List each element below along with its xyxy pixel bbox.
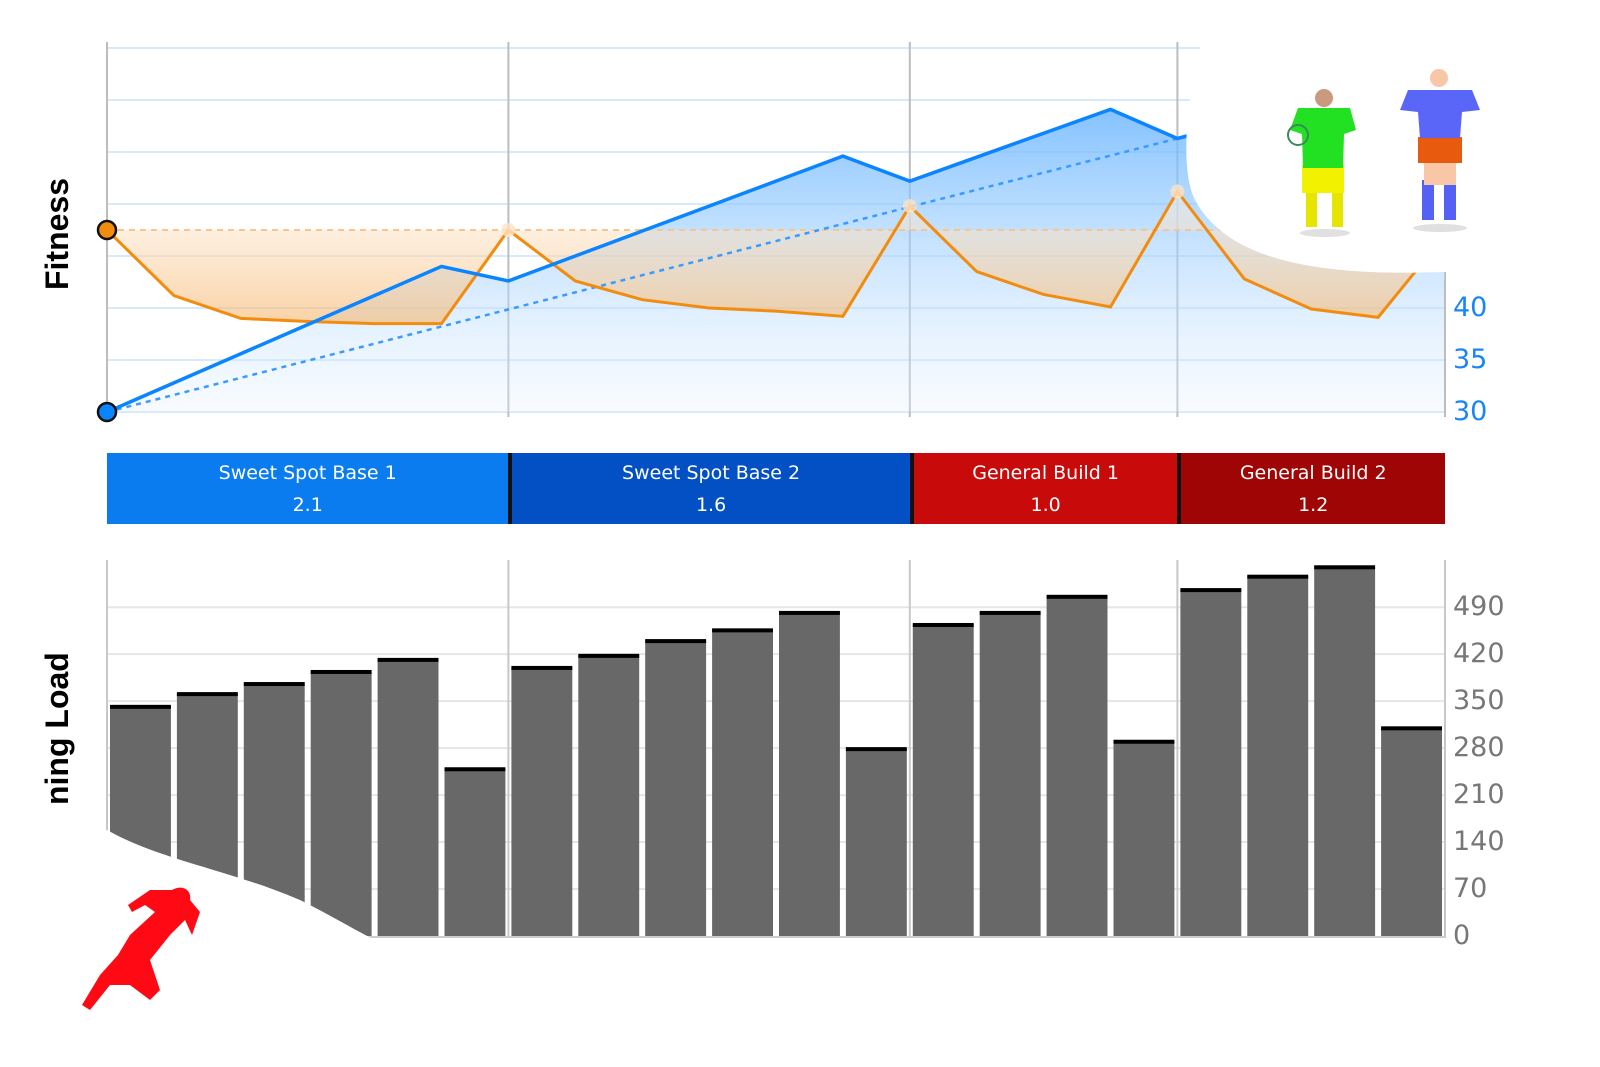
load-tick-label: 490 [1453, 591, 1505, 623]
form-point [501, 223, 516, 237]
fitness-tick-label: 40 [1453, 292, 1488, 323]
load-bar-cap [1314, 565, 1376, 570]
sock [1444, 180, 1456, 220]
load-tick-label: 210 [1453, 779, 1505, 811]
fitness-tick-label: 30 [1453, 396, 1488, 427]
form-start-point [96, 219, 118, 241]
phase-block: Sweet Spot Base 1 2.1 [107, 453, 509, 524]
head [1430, 69, 1448, 87]
load-bar-cap [243, 682, 305, 687]
phase-name: Sweet Spot Base 2 [622, 462, 801, 484]
shirt [1400, 90, 1480, 138]
fitness-axis-label: Fitness [39, 177, 75, 290]
load-bar-cap [1113, 739, 1175, 744]
training-load-axis-label: ning Load [39, 652, 75, 805]
fitness-tick-label: 35 [1453, 344, 1488, 375]
load-bar-cap [310, 669, 372, 674]
load-bar-cap [1381, 726, 1442, 731]
corner-cutout [1186, 30, 1600, 273]
leg [1332, 165, 1343, 227]
phase-value: 1.6 [695, 494, 727, 516]
load-bar [845, 748, 907, 936]
load-bar [912, 623, 974, 936]
shorts [1418, 137, 1462, 163]
sock [1422, 180, 1434, 220]
phase-value: 2.1 [292, 494, 323, 516]
load-bar [645, 640, 707, 936]
shirt [1290, 108, 1356, 168]
load-bar [310, 670, 372, 936]
load-tick-label: 280 [1453, 732, 1505, 764]
load-bar-cap [377, 657, 439, 662]
head [1315, 89, 1333, 107]
shadow [1300, 229, 1350, 237]
load-bar-cap [511, 665, 573, 670]
phase-name: Sweet Spot Base 1 [218, 462, 397, 484]
soccer-player-green-icon [1287, 89, 1356, 237]
form-point [902, 199, 917, 214]
load-bar [1113, 740, 1175, 936]
runner-icon [82, 887, 200, 1010]
load-bar-cap [779, 610, 840, 615]
load-bar [979, 611, 1041, 936]
load-bar [511, 666, 573, 936]
load-bar-cap [176, 692, 238, 697]
load-bar-cap [444, 767, 506, 772]
load-tick-label: 70 [1453, 873, 1488, 905]
shorts [1302, 165, 1344, 193]
form-area [107, 191, 1445, 324]
load-tick-label: 350 [1453, 685, 1505, 717]
load-bar-cap [912, 622, 974, 627]
load-bar [444, 768, 506, 936]
load-bar-cap [110, 704, 171, 709]
load-tick-label: 420 [1453, 638, 1505, 670]
load-bar-cap [712, 628, 773, 633]
load-bar [1247, 575, 1309, 936]
phase-value: 1.0 [1030, 494, 1061, 516]
form-point [1170, 184, 1185, 199]
phase-block: General Build 2 1.2 [1177, 453, 1445, 524]
load-bar [1314, 566, 1376, 936]
fitness-start-point [96, 401, 118, 423]
load-bar [578, 654, 640, 936]
load-tick-label: 0 [1453, 920, 1471, 951]
load-bar-cap [979, 610, 1041, 615]
load-bar [1381, 727, 1442, 936]
load-bar [1180, 589, 1242, 936]
load-bar-cap [845, 747, 907, 752]
form-line [105, 188, 1447, 326]
phase-value: 1.2 [1298, 494, 1329, 516]
load-tick-label: 140 [1453, 826, 1505, 858]
load-bar-cap [645, 639, 707, 644]
load-bar [712, 629, 773, 936]
load-bar-cap [1180, 588, 1242, 593]
phase-block: General Build 1 1.0 [909, 453, 1178, 524]
load-bar [1046, 595, 1108, 936]
phase-block: Sweet Spot Base 2 1.6 [508, 453, 910, 524]
phase-name: General Build 2 [1239, 462, 1387, 484]
ball [1287, 124, 1309, 146]
load-bar-cap [1046, 594, 1108, 599]
leg [1306, 165, 1317, 227]
load-bar [377, 658, 439, 936]
load-bar-cap [1247, 574, 1309, 579]
load-bar [779, 611, 840, 936]
shadow [1413, 224, 1467, 232]
phase-name: General Build 1 [972, 462, 1119, 484]
soccer-player-blue-icon [1400, 69, 1480, 232]
load-bar-cap [578, 653, 640, 658]
bottom-left-cutout [0, 830, 375, 1067]
